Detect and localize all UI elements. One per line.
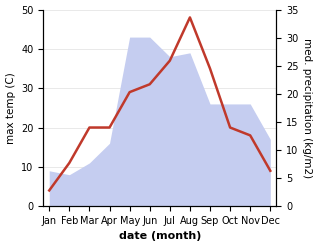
- Y-axis label: med. precipitation (kg/m2): med. precipitation (kg/m2): [302, 38, 313, 178]
- Y-axis label: max temp (C): max temp (C): [5, 72, 16, 144]
- X-axis label: date (month): date (month): [119, 231, 201, 242]
